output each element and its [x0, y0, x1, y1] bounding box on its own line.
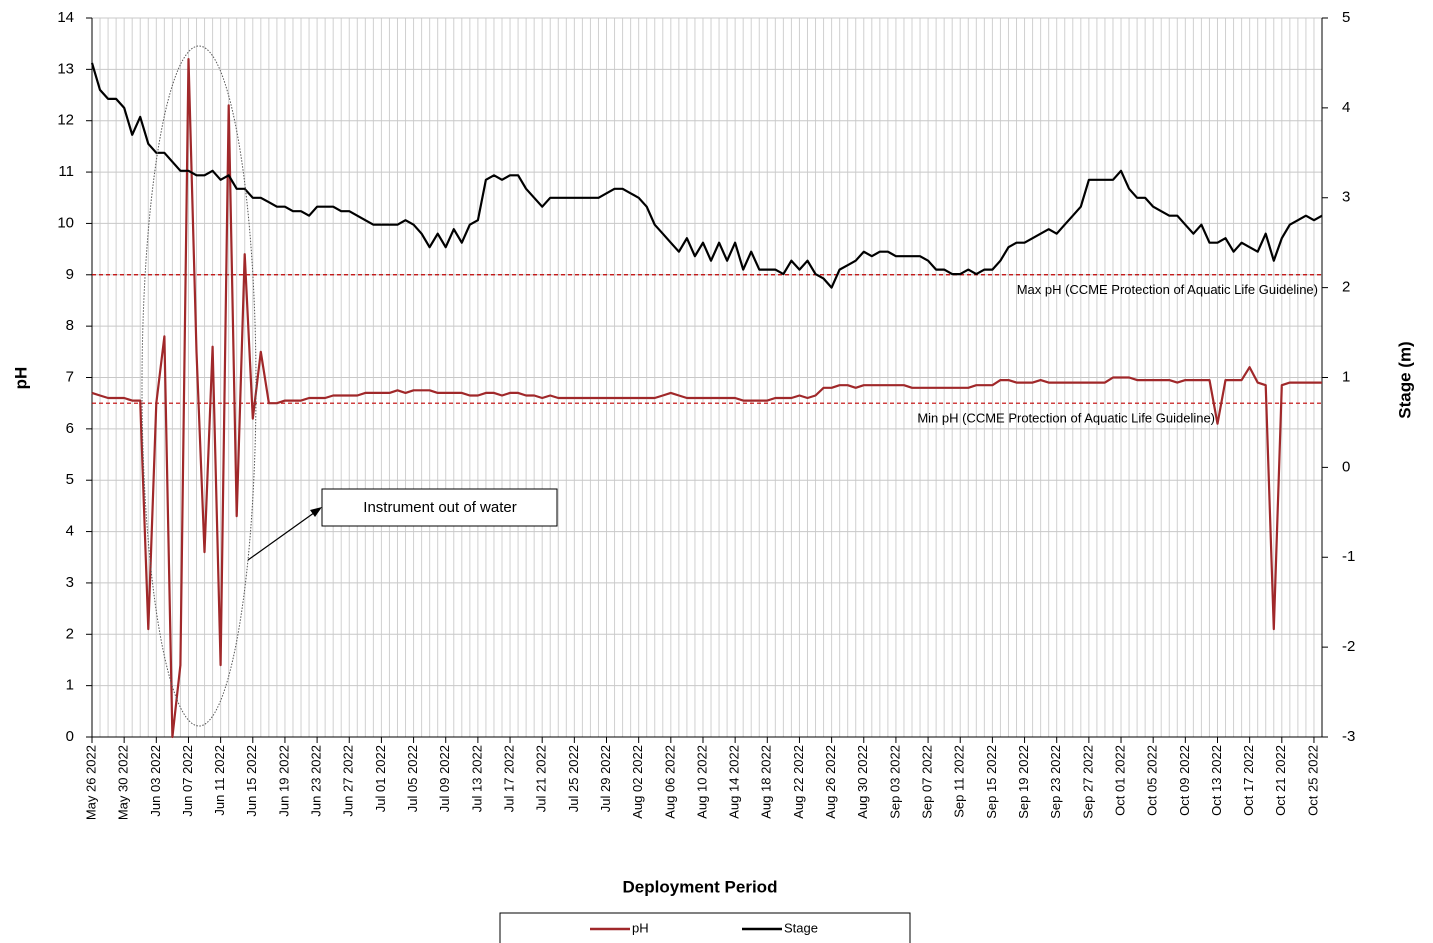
x-axis-title: Deployment Period — [623, 877, 778, 896]
x-tick-label: Sep 27 2022 — [1080, 745, 1095, 819]
x-tick-label: Aug 02 2022 — [630, 745, 645, 819]
y-tick-label: 10 — [57, 214, 74, 231]
x-tick-label: Jul 09 2022 — [437, 745, 452, 812]
x-tick-label: Jun 03 2022 — [148, 745, 163, 817]
x-tick-label: Oct 09 2022 — [1177, 745, 1192, 816]
y-tick-label: 1 — [66, 677, 74, 694]
y-tick-label: 14 — [57, 9, 74, 26]
y2-tick-label: 5 — [1342, 9, 1350, 26]
x-tick-label: Jul 29 2022 — [598, 745, 613, 812]
x-tick-label: Aug 30 2022 — [855, 745, 870, 819]
y-tick-label: 4 — [66, 523, 74, 540]
x-tick-label: Oct 25 2022 — [1305, 745, 1320, 816]
x-tick-label: Jun 07 2022 — [180, 745, 195, 817]
y-tick-label: 8 — [66, 317, 74, 334]
annotation-ellipse — [141, 45, 257, 727]
y-tick-label: 11 — [58, 163, 74, 180]
y-tick-label: 0 — [66, 728, 74, 745]
arrow-head — [310, 507, 322, 517]
annotation-box — [321, 488, 558, 527]
x-tick-label: Aug 10 2022 — [694, 745, 709, 819]
y2-tick-label: -1 — [1342, 548, 1355, 565]
x-tick-label: Jun 19 2022 — [276, 745, 291, 817]
y-tick-label: 7 — [66, 368, 74, 385]
x-tick-label: Jun 11 2022 — [212, 745, 227, 816]
legend-label: Stage — [784, 920, 818, 935]
x-tick-label: Jul 05 2022 — [405, 745, 420, 812]
y2-tick-label: 3 — [1342, 189, 1350, 206]
x-tick-label: Oct 13 2022 — [1209, 745, 1224, 816]
guideline-label: Min pH (CCME Protection of Aquatic Life … — [917, 411, 1215, 426]
x-tick-label: May 26 2022 — [83, 745, 98, 820]
x-tick-label: Oct 01 2022 — [1112, 745, 1127, 816]
guideline-label: Max pH (CCME Protection of Aquatic Life … — [1017, 282, 1318, 297]
y2-axis-title: Stage (m) — [1395, 341, 1414, 418]
x-tick-label: Aug 06 2022 — [662, 745, 677, 819]
legend-label: pH — [632, 920, 649, 935]
y2-tick-label: 2 — [1342, 279, 1350, 296]
y-tick-label: 13 — [57, 60, 74, 77]
x-tick-label: Jul 21 2022 — [534, 745, 549, 812]
x-tick-label: Jul 17 2022 — [501, 745, 516, 812]
y2-tick-label: 0 — [1342, 458, 1350, 475]
y-axis-title: pH — [11, 367, 30, 390]
x-tick-label: Jun 23 2022 — [309, 745, 324, 817]
x-tick-label: Sep 11 2022 — [952, 745, 967, 818]
y-tick-label: 3 — [66, 574, 74, 591]
x-tick-label: Jun 15 2022 — [244, 745, 259, 817]
annotation-text: Instrument out of water — [363, 499, 516, 516]
y-tick-label: 12 — [57, 112, 74, 129]
x-tick-label: Aug 26 2022 — [823, 745, 838, 819]
annotation-arrow — [247, 509, 319, 561]
x-tick-label: Sep 07 2022 — [920, 745, 935, 819]
x-tick-label: Aug 18 2022 — [759, 745, 774, 819]
series-line — [91, 57, 1322, 739]
y-tick-label: 5 — [66, 471, 74, 488]
legend-box — [499, 912, 911, 943]
x-tick-label: Jun 27 2022 — [341, 745, 356, 817]
y2-tick-label: 1 — [1342, 368, 1350, 385]
x-tick-label: Jul 13 2022 — [469, 745, 484, 812]
x-tick-label: Oct 21 2022 — [1273, 745, 1288, 816]
x-tick-label: Sep 19 2022 — [1016, 745, 1031, 819]
x-tick-label: Jul 25 2022 — [566, 745, 581, 812]
x-tick-label: Jul 01 2022 — [373, 745, 388, 812]
y-tick-label: 2 — [66, 625, 74, 642]
y-tick-label: 9 — [66, 266, 74, 283]
series-line — [90, 62, 1323, 289]
x-tick-label: Aug 22 2022 — [791, 745, 806, 819]
x-tick-label: Aug 14 2022 — [727, 745, 742, 819]
y2-tick-label: -2 — [1342, 638, 1355, 655]
y2-tick-label: 4 — [1342, 99, 1350, 116]
x-tick-label: Sep 15 2022 — [984, 745, 999, 819]
x-tick-label: May 30 2022 — [116, 745, 131, 820]
x-tick-label: Oct 05 2022 — [1145, 745, 1160, 816]
y-tick-label: 6 — [66, 420, 74, 437]
x-tick-label: Sep 23 2022 — [1048, 745, 1063, 819]
x-tick-label: Oct 17 2022 — [1241, 745, 1256, 816]
x-tick-label: Sep 03 2022 — [887, 745, 902, 819]
y2-tick-label: -3 — [1342, 728, 1355, 745]
